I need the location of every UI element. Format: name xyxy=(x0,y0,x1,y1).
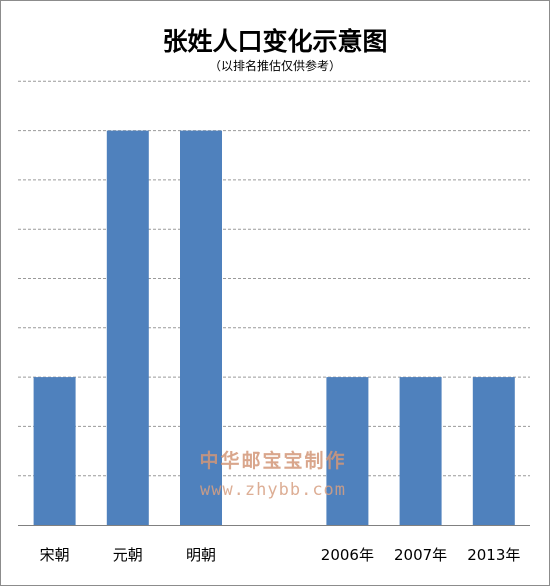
x-tick-label: 2007年 xyxy=(394,546,447,564)
bar xyxy=(399,377,442,525)
x-tick-label: 2013年 xyxy=(467,546,520,564)
chart-title: 张姓人口变化示意图 xyxy=(162,27,388,56)
bar xyxy=(106,130,149,525)
bar xyxy=(33,377,76,525)
bar xyxy=(326,377,369,525)
bar xyxy=(180,130,222,525)
watermark-text: 中华邮宝宝制作 xyxy=(199,450,347,472)
x-tick-label: 元朝 xyxy=(113,546,143,564)
x-tick-label: 宋朝 xyxy=(40,546,70,564)
bar xyxy=(472,377,515,525)
x-tick-label: 明朝 xyxy=(186,546,216,564)
x-tick-label: 2006年 xyxy=(321,546,374,564)
watermark-url: www.zhybb.com xyxy=(199,480,347,500)
chart-subtitle: （以排名推估仅供参考） xyxy=(208,59,341,73)
